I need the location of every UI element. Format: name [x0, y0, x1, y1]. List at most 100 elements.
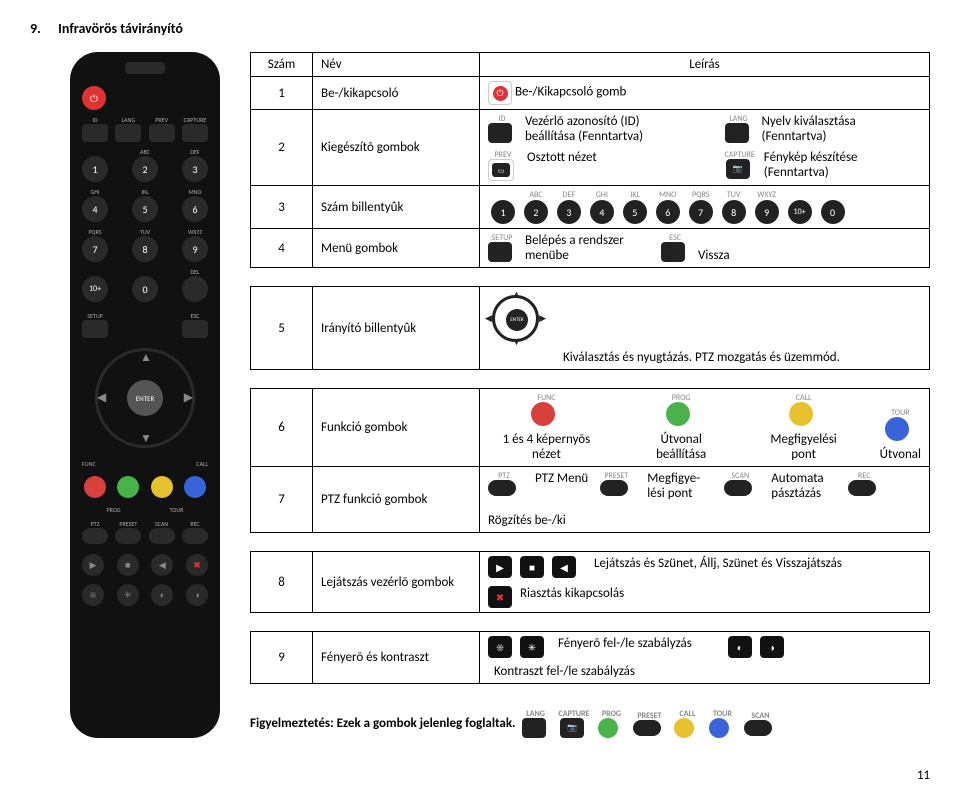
note-preset-icon	[633, 720, 661, 736]
note-line: Figyelmeztetés: Ezek a gombok jelenleg f…	[250, 709, 930, 738]
key-8-icon: 8	[132, 236, 158, 262]
ir-window-icon	[125, 62, 165, 74]
note-call-icon	[674, 718, 694, 738]
dpad-icon: ENTER ▲ ▼ ◀ ▶	[95, 348, 195, 448]
key-10plus-icon: 10+	[82, 276, 108, 302]
bright-dn-inline-icon: ✳	[520, 636, 544, 658]
num-8-icon: 8	[722, 200, 746, 224]
table-row: 8 Lejátszás vezérlõ gombok ▶ ■ ◀ Lejátsz…	[251, 552, 930, 613]
contrast-dn-inline-icon: ◑	[760, 636, 784, 658]
table-row: 4 Menü gombok SETUP Belépés a rendszer m…	[251, 229, 930, 268]
remote-illustration: ⏻ ID LANG PREV CAPTURE 1 ABC2 DEF3 GHI4 …	[70, 52, 220, 738]
alarm-off-icon: ✖	[186, 554, 208, 576]
note-capture-icon: 📷	[560, 718, 584, 738]
stop-icon: ■	[117, 554, 139, 576]
rev-icon: ◀	[151, 554, 173, 576]
key-6-icon: 6	[182, 196, 208, 222]
key-9-icon: 9	[182, 236, 208, 262]
header-name: Név	[313, 53, 480, 77]
alarm-off-inline-icon: ✖	[488, 586, 512, 608]
stop-inline-icon: ■	[520, 556, 544, 578]
num-9-icon: 9	[755, 200, 779, 224]
num-0-icon: 0	[821, 200, 845, 224]
power-icon: ⏻	[488, 81, 512, 105]
num-5-icon: 5	[623, 200, 647, 224]
esc-btn-icon	[182, 320, 208, 338]
contrast-up-inline-icon: ◐	[728, 636, 752, 658]
play-icon: ▶	[82, 554, 104, 576]
key-1-icon: 1	[82, 156, 108, 182]
header-desc: Leírás	[480, 53, 930, 77]
lang-icon	[725, 123, 749, 143]
bright-up-inline-icon: ☀	[488, 636, 512, 658]
id-btn-icon	[82, 124, 108, 142]
table-row: 6 Funkció gombok FUNC 1 és 4 képernyõs n…	[251, 389, 930, 467]
rev-inline-icon: ◀	[552, 556, 576, 578]
contrast-dn-icon: ◑	[186, 584, 208, 606]
key-0-icon: 0	[132, 276, 158, 302]
green-btn-icon	[117, 476, 139, 498]
lang-btn-icon	[115, 124, 141, 142]
red-btn-icon	[84, 476, 106, 498]
note-scan-icon	[744, 720, 772, 736]
note-tour-icon	[709, 718, 729, 738]
num-1-icon: 1	[491, 200, 515, 224]
blue-btn-icon	[184, 476, 206, 498]
tour-blue-icon	[885, 417, 909, 441]
num-3-icon: 3	[557, 200, 581, 224]
table-row: 2 Kiegészítõ gombok ID Vezérlõ azonosító…	[251, 110, 930, 186]
capture-btn-icon	[182, 124, 208, 142]
header-num: Szám	[251, 53, 313, 77]
esc-icon	[661, 242, 685, 262]
section-number: 9.	[30, 20, 55, 37]
spec-table: Szám Név Leírás 1 Be-/kikapcsoló ⏻ Be-/K…	[250, 52, 930, 684]
prev-icon: ▭	[488, 159, 514, 181]
rec-pill-icon	[182, 528, 208, 544]
play-inline-icon: ▶	[488, 556, 512, 578]
num-4-icon: 4	[590, 200, 614, 224]
capture-icon: 📷	[726, 159, 750, 179]
table-row: 7 PTZ funkció gombok PTZ PTZ Menü PRESET…	[251, 467, 930, 533]
key-4-icon: 4	[82, 196, 108, 222]
ptz-icon	[488, 480, 516, 496]
rec-icon	[848, 480, 876, 496]
bright-dn-icon: ✳	[117, 584, 139, 606]
note-prog-icon	[598, 718, 618, 738]
preset-icon	[600, 480, 628, 496]
prog-green-icon	[666, 402, 690, 426]
setup-icon	[488, 242, 512, 262]
page-number: 11	[30, 768, 930, 783]
id-icon	[488, 123, 512, 143]
table-row: 1 Be-/kikapcsoló ⏻ Be-/Kikapcsoló gomb	[251, 77, 930, 110]
power-icon: ⏻	[82, 86, 106, 110]
bright-up-icon: ☀	[82, 584, 104, 606]
table-row: 5 Irányító billentyûk ENTER ▲ ▼ ◀ ▶ Kivá…	[251, 287, 930, 370]
ptz-pill-icon	[82, 528, 108, 544]
note-lang-icon	[522, 718, 546, 738]
key-del-icon	[182, 276, 208, 302]
key-7-icon: 7	[82, 236, 108, 262]
num-6-icon: 6	[656, 200, 680, 224]
section-heading: Infravörös távirányító	[58, 20, 183, 37]
num-10plus-icon: 10+	[788, 200, 812, 224]
key-5-icon: 5	[132, 196, 158, 222]
call-yellow-icon	[789, 402, 813, 426]
scan-icon	[724, 480, 752, 496]
yellow-btn-icon	[151, 476, 173, 498]
spec-content: Szám Név Leírás 1 Be-/kikapcsoló ⏻ Be-/K…	[250, 52, 930, 738]
contrast-up-icon: ◐	[151, 584, 173, 606]
num-2-icon: 2	[524, 200, 548, 224]
key-2-icon: 2	[132, 156, 158, 182]
section-title: 9. Infravörös távirányító	[30, 20, 930, 37]
prev-btn-icon	[149, 124, 175, 142]
table-row: 3 Szám billentyûk 1 ABC2 DEF3 GHI4 JKL5 …	[251, 186, 930, 229]
func-red-icon	[531, 402, 555, 426]
num-7-icon: 7	[689, 200, 713, 224]
main-layout: ⏻ ID LANG PREV CAPTURE 1 ABC2 DEF3 GHI4 …	[70, 52, 930, 738]
scan-pill-icon	[149, 528, 175, 544]
key-3-icon: 3	[182, 156, 208, 182]
dpad-inline-icon: ENTER ▲ ▼ ◀ ▶	[488, 291, 543, 346]
table-row: 9 Fényerõ és kontraszt ☀ ✳ Fényerõ fel-/…	[251, 632, 930, 684]
preset-pill-icon	[115, 528, 141, 544]
setup-btn-icon	[82, 320, 108, 338]
